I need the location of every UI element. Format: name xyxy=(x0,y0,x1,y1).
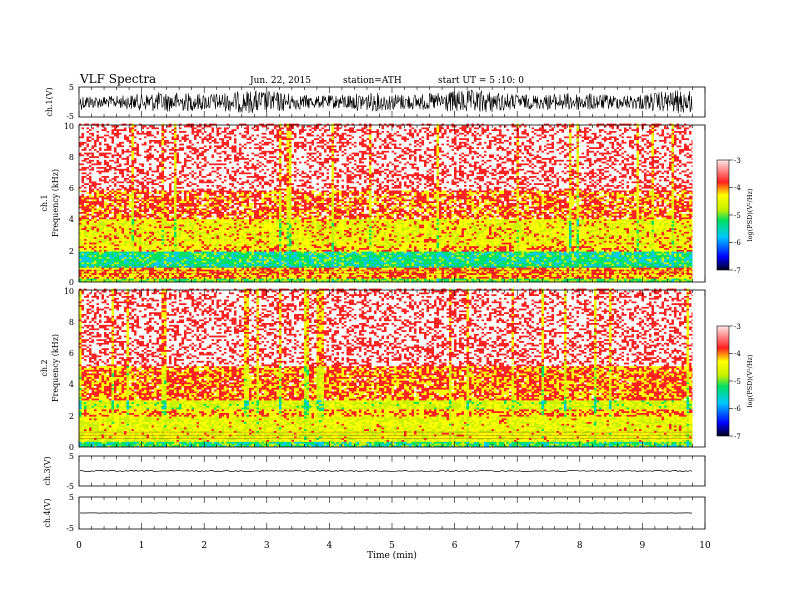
ch2-colorbar-scale xyxy=(716,325,730,437)
ch1-colorbar-label: log(PSD)(V²/Hz) xyxy=(746,188,754,241)
time-tick-label-0: 0 xyxy=(76,541,82,551)
ch3-ytick-top: 5 xyxy=(69,452,74,461)
time-tick-label-2: 2 xyxy=(201,541,207,551)
station-label: station=ATH xyxy=(343,76,402,86)
ch1-freq-tick-0: 0 xyxy=(69,278,74,287)
ch1-colorbar-tick-m3: -3 xyxy=(734,157,741,165)
ch3-waveform-ylabel: ch.3(V) xyxy=(43,456,52,485)
ch2-spectrogram-panel: 0 2 4 6 8 10 ch.2 Frequency (kHz) xyxy=(40,287,706,452)
ch1-colorbar: -3 -4 -5 -6 -7 log(PSD)(V²/Hz) xyxy=(716,157,754,275)
ch2-colorbar-tick-m4: -4 xyxy=(734,350,741,358)
ch2-freq-tick-8: 8 xyxy=(69,318,74,327)
ch1-freq-tick-10: 10 xyxy=(64,122,74,131)
ch4-waveform-ylabel: ch.4(V) xyxy=(43,498,52,527)
ch1-waveform-ylabel: ch.1(V) xyxy=(45,87,54,116)
start-time-label: start UT = 5 :10: 0 xyxy=(438,76,524,86)
ch2-colorbar-label: log(PSD)(V²/Hz) xyxy=(746,354,754,407)
ch2-colorbar-tick-m5: -5 xyxy=(734,378,741,386)
ch1-colorbar-tick-m4: -4 xyxy=(734,184,741,192)
time-tick-label-10: 10 xyxy=(699,541,711,551)
time-axis: 0 1 2 3 4 5 6 7 8 9 10 Time (min) xyxy=(76,541,711,561)
ch2-colorbar: -3 -4 -5 -6 -7 log(PSD)(V²/Hz) xyxy=(716,323,754,441)
time-ticks xyxy=(78,87,706,529)
time-tick-label-9: 9 xyxy=(640,541,646,551)
time-axis-label: Time (min) xyxy=(367,550,417,561)
ch4-ytick-top: 5 xyxy=(69,493,74,502)
ch3-ytick-bottom: -5 xyxy=(66,482,74,491)
ch1-colorbar-tick-m6: -6 xyxy=(734,239,741,247)
ch1-spectrogram-image xyxy=(79,123,693,283)
ch2-colorbar-tick-m3: -3 xyxy=(734,323,741,331)
ch2-freq-tick-10: 10 xyxy=(64,287,74,296)
ch3-waveform-trace xyxy=(80,470,693,472)
ch2-colorbar-tick-m6: -6 xyxy=(734,405,741,413)
time-tick-label-3: 3 xyxy=(264,541,270,551)
ch3-waveform-panel: 5 -5 ch.3(V) xyxy=(43,452,706,491)
date-label: Jun. 22, 2015 xyxy=(249,76,311,86)
ch1-freq-tick-6: 6 xyxy=(69,184,74,193)
time-tick-label-1: 1 xyxy=(139,541,145,551)
ch2-frequency-ylabel: Frequency (kHz) xyxy=(51,334,60,402)
ch2-spectrogram-image xyxy=(79,288,693,448)
ch2-freq-tick-0: 0 xyxy=(69,443,74,452)
time-tick-label-5: 5 xyxy=(389,541,395,551)
ch1-channel-label: ch.1 xyxy=(40,194,49,211)
time-tick-label-4: 4 xyxy=(327,541,333,551)
ch4-waveform-panel: 5 -5 ch.4(V) xyxy=(43,493,706,533)
ch2-channel-label: ch.2 xyxy=(40,359,49,376)
ch1-freq-tick-8: 8 xyxy=(69,153,74,162)
ch4-ytick-bottom: -5 xyxy=(66,524,74,533)
ch1-ytick-bottom: -5 xyxy=(66,112,74,121)
ch1-waveform-trace xyxy=(79,89,693,114)
ch2-freq-tick-2: 2 xyxy=(69,412,74,421)
ch2-freq-tick-4: 4 xyxy=(69,380,74,389)
ch1-freq-tick-2: 2 xyxy=(69,247,74,256)
ch1-colorbar-tick-m5: -5 xyxy=(734,212,741,220)
ch1-ytick-top: 5 xyxy=(69,83,74,92)
ch1-spectrogram-panel: 0 2 4 6 8 10 ch.1 Frequency (kHz) xyxy=(40,122,706,287)
ch2-freq-tick-6: 6 xyxy=(69,349,74,358)
ch1-freq-tick-4: 4 xyxy=(69,215,74,224)
ch1-colorbar-tick-m7: -7 xyxy=(734,267,741,275)
ch1-colorbar-scale xyxy=(716,159,730,271)
ch1-frequency-ylabel: Frequency (kHz) xyxy=(51,169,60,237)
time-tick-label-6: 6 xyxy=(452,541,458,551)
time-tick-label-8: 8 xyxy=(577,541,583,551)
ch1-waveform-panel: 5 -5 ch.1(V) xyxy=(45,83,706,121)
time-tick-label-7: 7 xyxy=(514,541,520,551)
figure-title: VLF Spectra xyxy=(79,72,156,86)
ch2-colorbar-tick-m7: -7 xyxy=(734,433,741,441)
